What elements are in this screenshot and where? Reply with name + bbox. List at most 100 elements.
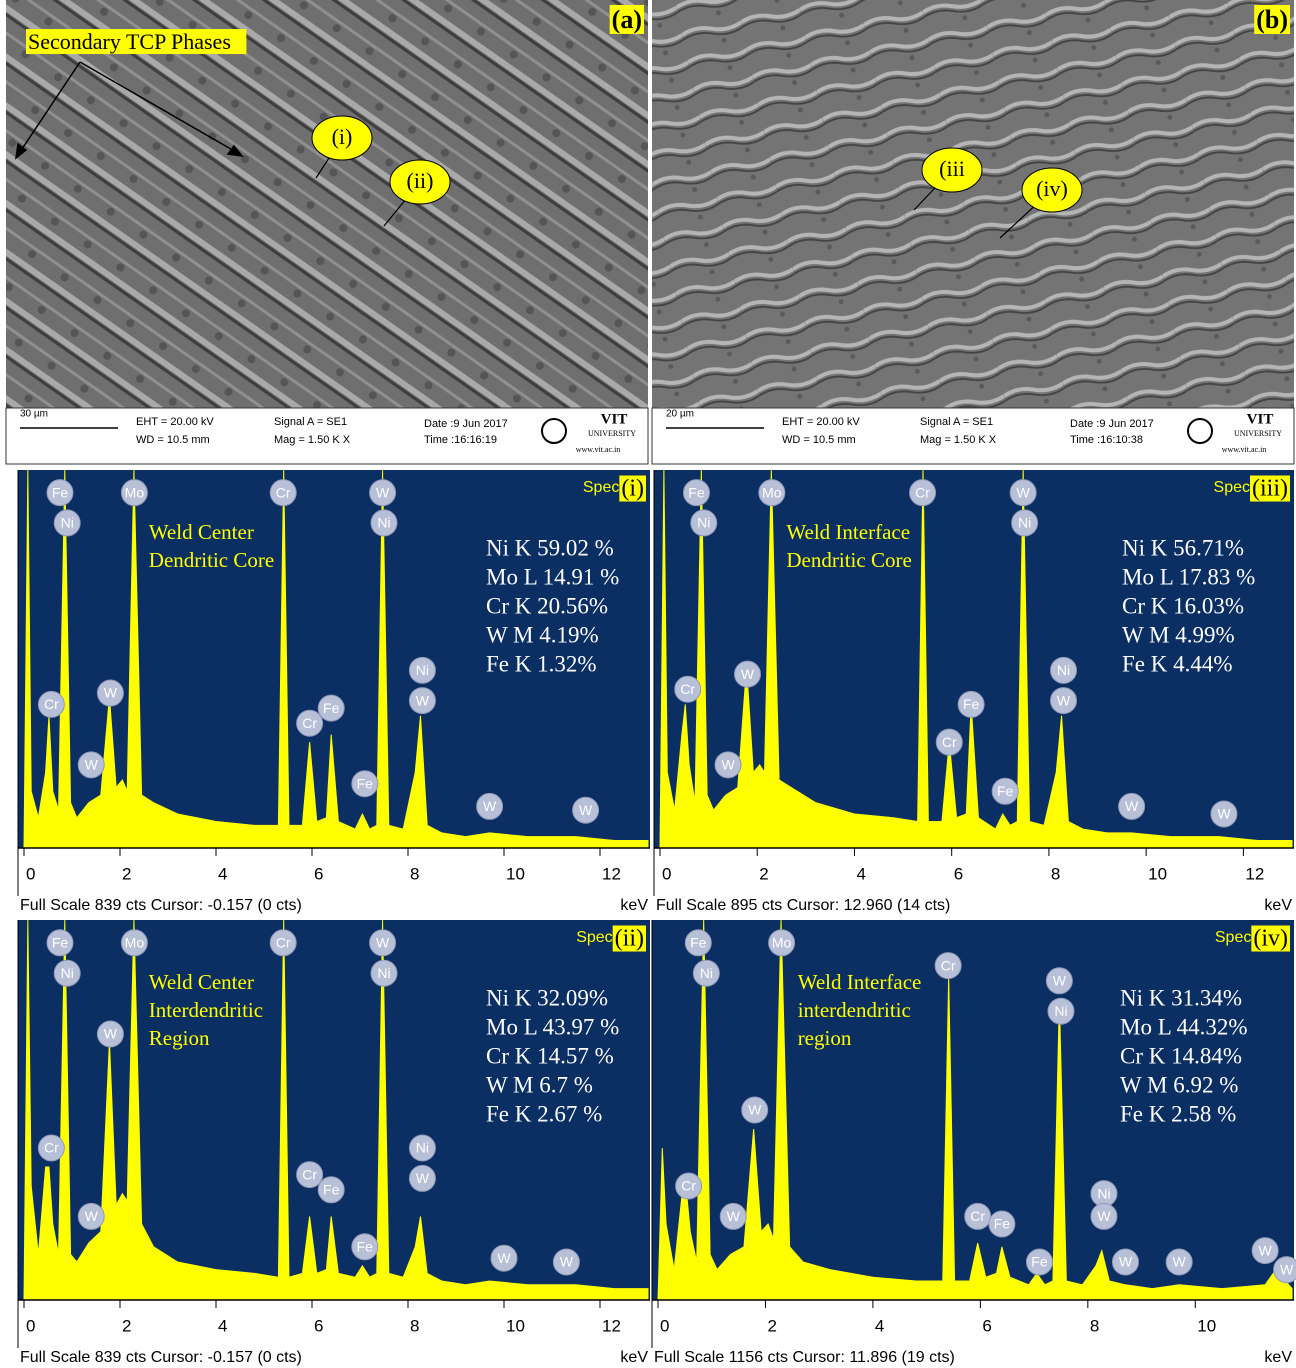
composition: Ni K 56.71% bbox=[1122, 535, 1244, 560]
composition: W M 6.7 % bbox=[486, 1072, 593, 1097]
composition: Cr K 16.03% bbox=[1122, 593, 1244, 618]
logo-text: VIT bbox=[601, 411, 628, 427]
peak-label: Fe bbox=[52, 935, 69, 951]
peak-label: W bbox=[416, 692, 430, 708]
unit-label: keV bbox=[620, 1349, 648, 1366]
peak-label: Mo bbox=[125, 484, 145, 500]
spec-label: Spec bbox=[583, 479, 619, 496]
info-text: Date :9 Jun 2017 bbox=[424, 418, 508, 430]
info-text: Signal A = SE1 bbox=[920, 416, 993, 428]
peak-label: Cr bbox=[44, 1140, 59, 1156]
callout-label: (iii bbox=[939, 156, 965, 181]
x-tick-label: 2 bbox=[759, 864, 768, 883]
peak-label: Cr bbox=[942, 734, 957, 750]
x-tick-label: 8 bbox=[1090, 1316, 1099, 1335]
region-label: Interdendritic bbox=[149, 998, 263, 1022]
peak-label: W bbox=[85, 1208, 99, 1224]
peak-label: Fe bbox=[357, 1239, 374, 1255]
peak-label: Fe bbox=[688, 484, 705, 500]
composition: Fe K 2.58 % bbox=[1120, 1101, 1236, 1126]
unit-label: keV bbox=[1264, 897, 1292, 914]
spectrum-label: (ii) bbox=[615, 926, 644, 952]
composition: Mo L 14.91 % bbox=[486, 564, 619, 589]
peak-label: Fe bbox=[52, 484, 69, 500]
peak-label: Mo bbox=[772, 935, 792, 951]
footer: Full Scale 839 cts Cursor: -0.157 (0 cts… bbox=[20, 1349, 302, 1366]
x-tick-label: 2 bbox=[122, 864, 131, 883]
composition: W M 4.19% bbox=[486, 622, 599, 647]
peak-label: Ni bbox=[1018, 515, 1031, 531]
peak-label: Ni bbox=[416, 1140, 429, 1156]
composition: Mo L 44.32% bbox=[1120, 1014, 1248, 1039]
logo-text: UNIVERSITY bbox=[588, 429, 636, 438]
unit-label: keV bbox=[620, 897, 648, 914]
peak-label: Cr bbox=[302, 1166, 317, 1182]
composition: Fe K 4.44% bbox=[1122, 651, 1233, 676]
peak-label: W bbox=[748, 1102, 762, 1118]
peak-label: Fe bbox=[1031, 1254, 1048, 1270]
peak-label: Ni bbox=[1054, 1003, 1067, 1019]
footer: Full Scale 839 cts Cursor: -0.157 (0 cts… bbox=[20, 897, 302, 914]
x-tick-label: 10 bbox=[506, 864, 525, 883]
info-text: Mag = 1.50 K X bbox=[920, 434, 997, 446]
footer: Full Scale 895 cts Cursor: 12.960 (14 ct… bbox=[656, 897, 950, 914]
x-tick-label: 8 bbox=[1051, 864, 1060, 883]
peak-label: W bbox=[104, 685, 118, 701]
x-tick-label: 12 bbox=[602, 864, 621, 883]
peak-label: W bbox=[1017, 484, 1031, 500]
sem-image bbox=[652, 0, 1294, 408]
spec-label: Spec bbox=[576, 929, 612, 946]
region-label: Dendritic Core bbox=[149, 548, 274, 572]
peak-label: Fe bbox=[963, 696, 980, 712]
x-tick-label: 6 bbox=[314, 1316, 323, 1335]
composition: Fe K 1.32% bbox=[486, 651, 597, 676]
sem-images bbox=[6, 0, 1294, 464]
peak-label: Cr bbox=[44, 696, 59, 712]
x-tick-label: 0 bbox=[660, 1316, 669, 1335]
info-text: EHT = 20.00 kV bbox=[136, 416, 214, 428]
info-text: WD = 10.5 mm bbox=[136, 434, 210, 446]
peak-label: Cr bbox=[681, 1178, 696, 1194]
region-label: Weld Center bbox=[149, 520, 254, 544]
x-tick-label: 10 bbox=[506, 1316, 525, 1335]
peak-label: Fe bbox=[357, 775, 374, 791]
peak-label: Ni bbox=[61, 515, 74, 531]
peak-label: W bbox=[1280, 1261, 1294, 1277]
panel-label: (b) bbox=[1256, 5, 1288, 34]
x-tick-label: 0 bbox=[662, 864, 671, 883]
peak-label: W bbox=[416, 1170, 430, 1186]
x-tick-label: 0 bbox=[26, 864, 35, 883]
x-tick-label: 2 bbox=[767, 1316, 776, 1335]
peak-label: W bbox=[1125, 798, 1139, 814]
figure: (a)Secondary TCP Phases(i)(ii)30 µmEHT =… bbox=[0, 0, 1296, 1368]
peak-label: W bbox=[1097, 1208, 1111, 1224]
x-tick-label: 6 bbox=[982, 1316, 991, 1335]
spectrum-label: (iii) bbox=[1252, 476, 1288, 502]
composition: Cr K 14.84% bbox=[1120, 1043, 1242, 1068]
x-tick-label: 10 bbox=[1197, 1316, 1216, 1335]
peak-label: W bbox=[1057, 692, 1071, 708]
info-text: WD = 10.5 mm bbox=[782, 434, 856, 446]
logo-text: www.vit.ac.in bbox=[1222, 445, 1267, 454]
peak-label: Ni bbox=[377, 515, 390, 531]
logo-text: www.vit.ac.in bbox=[576, 445, 621, 454]
footer: Full Scale 1156 cts Cursor: 11.896 (19 c… bbox=[654, 1349, 955, 1366]
x-tick-label: 4 bbox=[875, 1316, 884, 1335]
peak-label: Ni bbox=[416, 662, 429, 678]
composition: Ni K 59.02 % bbox=[486, 535, 614, 560]
peak-label: W bbox=[376, 484, 390, 500]
x-tick-label: 4 bbox=[218, 864, 227, 883]
peak-label: W bbox=[560, 1254, 574, 1270]
peak-label: Fe bbox=[323, 1182, 340, 1198]
peak-label: Mo bbox=[762, 484, 782, 500]
x-tick-label: 0 bbox=[26, 1316, 35, 1335]
region-label: region bbox=[798, 1026, 852, 1050]
x-tick-label: 8 bbox=[410, 1316, 419, 1335]
composition: Mo L 17.83 % bbox=[1122, 564, 1255, 589]
info-text: Time :16:16:19 bbox=[424, 434, 497, 446]
peak-label: W bbox=[85, 757, 99, 773]
callout-label: (ii) bbox=[407, 168, 434, 193]
peak-label: W bbox=[483, 798, 497, 814]
region-label: Weld Interface bbox=[786, 520, 910, 544]
x-tick-label: 4 bbox=[218, 1316, 227, 1335]
